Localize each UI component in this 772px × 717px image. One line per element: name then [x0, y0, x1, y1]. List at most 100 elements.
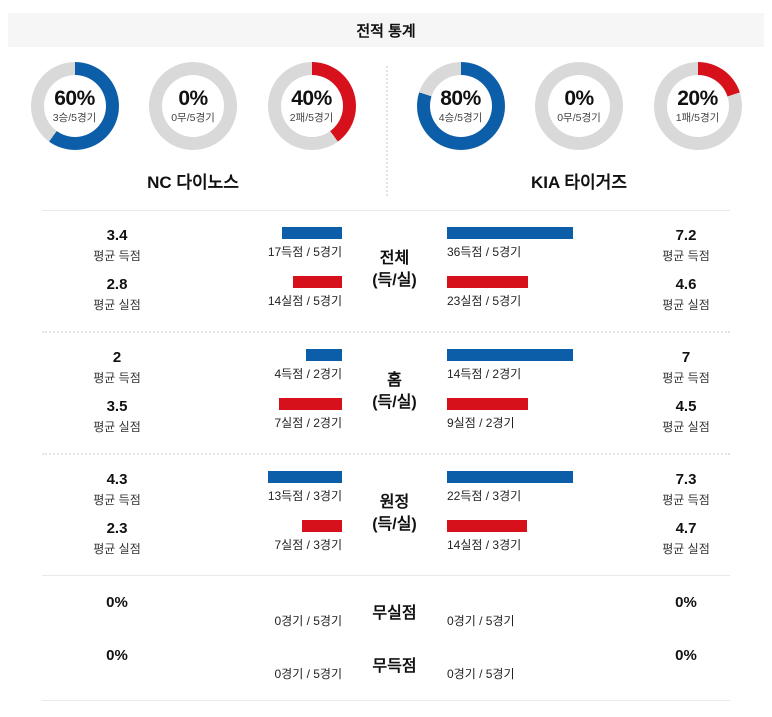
- avg-label: 평균 실점: [662, 298, 710, 312]
- avg-value: 3.4: [106, 227, 128, 244]
- avg-value: 2: [112, 349, 122, 366]
- donut-percent: 0%: [564, 87, 594, 111]
- score-bar: [282, 227, 342, 239]
- score-bar: [447, 471, 573, 483]
- section-center-label: 무득점: [372, 657, 417, 675]
- center-label-line2: (득/실): [372, 394, 417, 411]
- divider: [42, 575, 730, 576]
- team-name-left: NC 다이노스: [147, 173, 239, 192]
- center-label-line1: 전체: [379, 249, 410, 267]
- avg-label: 평균 득점: [662, 371, 710, 385]
- pct-value: 0%: [675, 647, 697, 664]
- avg-value: 4.7: [675, 520, 697, 537]
- donut-hole: [666, 75, 729, 137]
- team-name-right: KIA 타이거즈: [531, 173, 627, 192]
- panel-title: 전적 통계: [356, 22, 416, 40]
- donut-hole: [162, 75, 224, 137]
- avg-value: 4.5: [675, 398, 697, 415]
- divider: [42, 453, 730, 455]
- section-center-label: 전체 (득/실): [342, 227, 447, 313]
- bar-value-label: 0경기 / 5경기: [274, 667, 342, 681]
- bar-value-label: 23실점 / 5경기: [447, 294, 522, 308]
- avg-value: 4.6: [675, 276, 697, 293]
- pct-value: 0%: [106, 594, 128, 611]
- section-center-label: 홈 (득/실): [342, 349, 447, 435]
- donut-win-right: 80% 4승/5경기: [416, 62, 505, 150]
- avg-label: 평균 실점: [93, 298, 141, 312]
- divider: [42, 210, 730, 211]
- donut-loss-left: 40% 2패/5경기: [267, 62, 356, 150]
- donut-loss-right: 20% 1패/5경기: [653, 62, 742, 150]
- donut-hole: [429, 75, 492, 137]
- donut-sub-label: 0무/5경기: [557, 111, 601, 124]
- donut-sub-label: 4승/5경기: [438, 111, 483, 124]
- bar-value-label: 0경기 / 5경기: [447, 614, 515, 628]
- stat-section-away: 4.3 평균 득점 13득점 / 3경기 원정 (득/실) 22득점 / 3경기…: [0, 455, 772, 575]
- bar-value-label: 0경기 / 5경기: [274, 614, 342, 628]
- stat-section-overall: 3.4 평균 득점 17득점 / 5경기 전체 (득/실) 36득점 / 5경기…: [0, 211, 772, 331]
- avg-label: 평균 득점: [93, 249, 141, 263]
- stat-section-max: 6득점 최대 (득/실) 12득점 5실점 8실점: [0, 701, 772, 717]
- avg-value: 2.8: [106, 276, 128, 293]
- bar-value-label: 13득점 / 3경기: [267, 489, 342, 503]
- avg-label: 평균 득점: [93, 493, 141, 507]
- bar-value-label: 7실점 / 2경기: [274, 416, 342, 430]
- avg-label: 평균 득점: [662, 249, 710, 263]
- donut-hole: [548, 75, 610, 137]
- avg-label: 평균 실점: [93, 542, 141, 556]
- donut-percent: 60%: [54, 87, 95, 111]
- score-bar: [268, 471, 342, 483]
- donut-draw-left: 0% 0무/5경기: [149, 62, 237, 150]
- score-bar: [279, 398, 342, 410]
- panel-header: 전적 통계: [8, 13, 764, 47]
- score-bar: [447, 349, 573, 361]
- score-bar: [447, 398, 528, 410]
- pct-value: 0%: [106, 647, 128, 664]
- bar-value-label: 4득점 / 2경기: [274, 367, 342, 381]
- avg-label: 평균 실점: [662, 542, 710, 556]
- score-bar: [447, 227, 573, 239]
- avg-value: 2.3: [106, 520, 128, 537]
- avg-label: 평균 득점: [662, 493, 710, 507]
- bar-value-label: 14실점 / 3경기: [447, 538, 522, 552]
- vertical-divider: [386, 66, 388, 196]
- avg-label: 평균 득점: [93, 371, 141, 385]
- donut-percent: 20%: [677, 87, 718, 111]
- avg-value: 4.3: [106, 471, 128, 488]
- bar-value-label: 14실점 / 5경기: [267, 294, 342, 308]
- donut-sub-label: 2패/5경기: [289, 111, 334, 124]
- bar-value-label: 0경기 / 5경기: [447, 667, 515, 681]
- donut-sub-label: 3승/5경기: [52, 111, 97, 124]
- avg-value: 3.5: [106, 398, 128, 415]
- donut-sub-label: 0무/5경기: [171, 111, 215, 124]
- pct-value: 0%: [675, 594, 697, 611]
- donut-percent: 0%: [178, 87, 208, 111]
- bar-value-label: 9실점 / 2경기: [447, 416, 515, 430]
- stat-section-shutouts: 0% 0경기 / 5경기 무실점 0경기 / 5경기 0% 0% 0경기 / 5…: [0, 576, 772, 700]
- avg-value: 7: [681, 349, 691, 366]
- donut-hole: [43, 75, 106, 137]
- score-bar: [306, 349, 342, 361]
- avg-value: 7.3: [675, 471, 697, 488]
- avg-value: 7.2: [675, 227, 697, 244]
- score-bar: [447, 276, 528, 288]
- bar-value-label: 22득점 / 3경기: [447, 489, 522, 503]
- center-label-line2: (득/실): [372, 516, 417, 533]
- stat-section-home: 2 평균 득점 4득점 / 2경기 홈 (득/실) 14득점 / 2경기 7 평…: [0, 333, 772, 453]
- donut-draw-right: 0% 0무/5경기: [535, 62, 623, 150]
- divider: [42, 331, 730, 333]
- score-bar: [447, 520, 527, 532]
- donut-hole: [280, 75, 343, 137]
- donut-win-left: 60% 3승/5경기: [30, 62, 119, 150]
- divider: [42, 700, 730, 701]
- section-center-label: 원정 (득/실): [342, 471, 447, 557]
- bar-value-label: 7실점 / 3경기: [274, 538, 342, 552]
- bar-value-label: 36득점 / 5경기: [447, 245, 522, 259]
- center-label-line1: 원정: [379, 493, 410, 511]
- section-center-label: 무실점: [372, 604, 417, 622]
- donut-percent: 40%: [291, 87, 332, 111]
- avg-label: 평균 실점: [662, 420, 710, 434]
- avg-label: 평균 실점: [93, 420, 141, 434]
- center-label-line1: 홈: [387, 371, 402, 389]
- bar-value-label: 14득점 / 2경기: [447, 367, 522, 381]
